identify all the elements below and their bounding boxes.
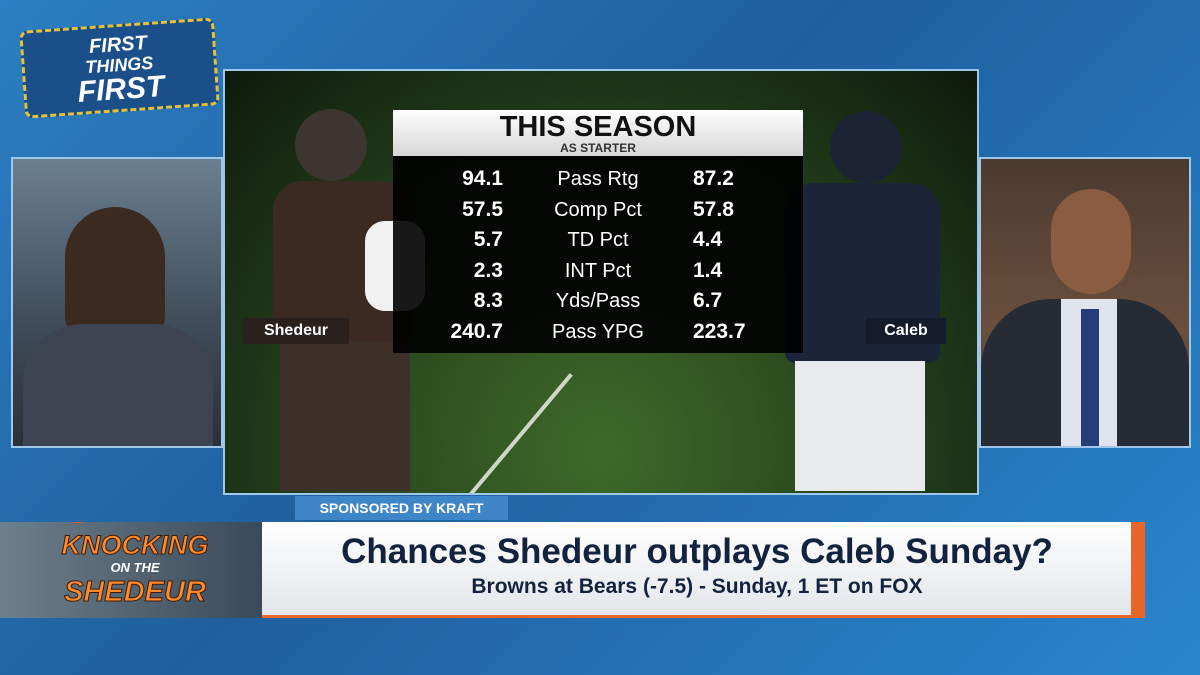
stat-row: 57.5 Comp Pct 57.8 xyxy=(393,195,803,225)
left-value: 8.3 xyxy=(473,289,503,312)
player-name-tag: Caleb xyxy=(866,318,946,344)
yard-line xyxy=(441,373,573,493)
right-value: 87.2 xyxy=(693,167,734,190)
stat-graphic: THIS SEASON AS STARTER 94.1 Pass Rtg 87.2 5… xyxy=(223,69,979,495)
sponsor-tag: SPONSORED BY KRAFT xyxy=(295,496,508,520)
right-host-video xyxy=(979,157,1191,448)
stat-title: THIS SEASON xyxy=(499,111,697,143)
left-value: 2.3 xyxy=(473,258,503,282)
stat-row: 2.3 INT Pct 1.4 xyxy=(393,256,803,286)
right-value: 223.7 xyxy=(693,319,746,343)
left-value: 57.5 xyxy=(462,197,503,221)
player-helmet xyxy=(830,111,902,183)
stat-label: Pass YPG xyxy=(552,320,644,343)
stat-row: 240.7 Pass YPG 223.7 xyxy=(393,317,803,347)
host-suit xyxy=(23,324,213,446)
left-host-video xyxy=(11,157,223,448)
stat-row: 94.1 Pass Rtg 87.2 xyxy=(393,164,803,194)
stat-label: INT Pct xyxy=(564,259,632,282)
host-head xyxy=(1051,189,1131,294)
subline: Browns at Bears (-7.5) - Sunday, 1 ET on… xyxy=(471,575,923,598)
host-hair xyxy=(65,207,165,337)
right-value: 1.4 xyxy=(693,258,723,282)
stat-header: THIS SEASON AS STARTER xyxy=(393,110,803,156)
stat-label: Yds/Pass xyxy=(555,290,641,312)
stat-label: TD Pct xyxy=(567,229,629,251)
stat-box: THIS SEASON AS STARTER 94.1 Pass Rtg 87.2 5… xyxy=(393,110,803,353)
player-helmet xyxy=(295,109,367,181)
show-logo: FIRST THINGS FIRST xyxy=(19,17,220,119)
left-value: 94.1 xyxy=(462,167,503,190)
segment-logo: KNOCKING ON THE SHEDEUR xyxy=(0,522,262,618)
right-value: 57.8 xyxy=(693,197,734,221)
host-tie xyxy=(1081,309,1099,446)
right-value: 4.4 xyxy=(693,228,723,251)
left-value: 5.7 xyxy=(473,228,503,251)
stat-row: 8.3 Yds/Pass 6.7 xyxy=(393,286,803,316)
headline: Chances Shedeur outplays Caleb Sunday? xyxy=(341,532,1053,571)
player-name-tag: Shedeur xyxy=(243,318,349,344)
left-value: 240.7 xyxy=(450,319,503,343)
stat-row: 5.7 TD Pct 4.4 xyxy=(393,225,803,255)
right-value: 6.7 xyxy=(693,289,723,312)
segment-line: KNOCKING xyxy=(61,530,209,561)
stat-subtitle: AS STARTER xyxy=(560,141,636,155)
stat-label: Pass Rtg xyxy=(557,168,639,190)
segment-line: ON THE xyxy=(110,560,160,575)
player-legs xyxy=(795,361,925,491)
segment-helmet xyxy=(55,522,101,523)
segment-line: SHEDEUR xyxy=(64,576,207,609)
stat-label: Comp Pct xyxy=(554,198,642,221)
player-legs xyxy=(280,341,410,491)
